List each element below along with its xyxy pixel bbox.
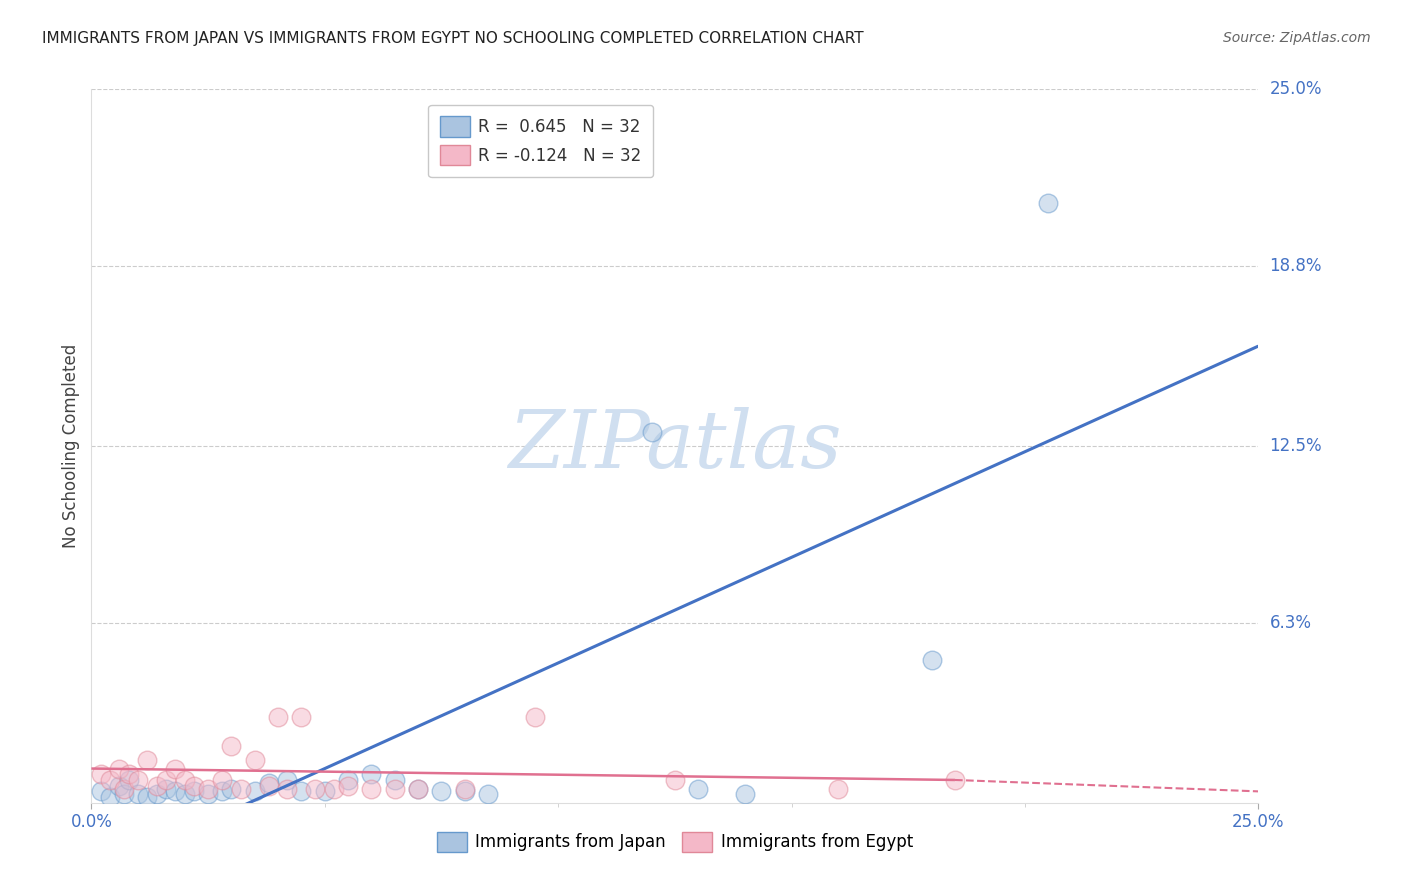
Point <box>183 784 205 798</box>
Point <box>173 787 195 801</box>
Point <box>127 787 149 801</box>
Point <box>165 762 187 776</box>
Point <box>98 772 121 787</box>
Point <box>108 779 131 793</box>
Point <box>98 790 121 805</box>
Text: ZIPatlas: ZIPatlas <box>508 408 842 484</box>
Point <box>136 790 159 805</box>
Point <box>155 781 177 796</box>
Point <box>211 784 233 798</box>
Point <box>304 781 326 796</box>
Point <box>221 739 243 753</box>
Point <box>664 772 686 787</box>
Point <box>118 767 141 781</box>
Point <box>430 784 453 798</box>
Text: Source: ZipAtlas.com: Source: ZipAtlas.com <box>1223 31 1371 45</box>
Point <box>211 772 233 787</box>
Point <box>197 781 219 796</box>
Point <box>477 787 499 801</box>
Point <box>257 776 280 790</box>
Point <box>337 779 360 793</box>
Point <box>183 779 205 793</box>
Point <box>221 781 243 796</box>
Text: IMMIGRANTS FROM JAPAN VS IMMIGRANTS FROM EGYPT NO SCHOOLING COMPLETED CORRELATIO: IMMIGRANTS FROM JAPAN VS IMMIGRANTS FROM… <box>42 31 863 46</box>
Point <box>145 787 167 801</box>
Point <box>112 781 135 796</box>
Point <box>90 767 112 781</box>
Point <box>688 781 710 796</box>
Point <box>136 753 159 767</box>
Point <box>257 779 280 793</box>
Text: 18.8%: 18.8% <box>1270 257 1322 275</box>
Point <box>921 653 943 667</box>
Point <box>243 753 266 767</box>
Point <box>229 781 252 796</box>
Point <box>276 781 298 796</box>
Point <box>90 784 112 798</box>
Point <box>127 772 149 787</box>
Point <box>406 781 429 796</box>
Point <box>323 781 346 796</box>
Point <box>243 784 266 798</box>
Text: 6.3%: 6.3% <box>1270 614 1312 632</box>
Y-axis label: No Schooling Completed: No Schooling Completed <box>62 344 80 548</box>
Point <box>454 781 477 796</box>
Point <box>276 772 298 787</box>
Point <box>384 781 406 796</box>
Point <box>360 767 382 781</box>
Point <box>118 772 141 787</box>
Point <box>360 781 382 796</box>
Point <box>640 425 662 439</box>
Point <box>173 772 195 787</box>
Point <box>145 779 167 793</box>
Point <box>943 772 966 787</box>
Point <box>384 772 406 787</box>
Text: 12.5%: 12.5% <box>1270 437 1322 455</box>
Point <box>197 787 219 801</box>
Point <box>108 762 131 776</box>
Point <box>155 772 177 787</box>
Point <box>290 784 312 798</box>
Point <box>1038 196 1060 211</box>
Point <box>112 787 135 801</box>
Point <box>290 710 312 724</box>
Point <box>523 710 546 724</box>
Text: 25.0%: 25.0% <box>1270 80 1322 98</box>
Point <box>267 710 290 724</box>
Point <box>406 781 429 796</box>
Legend: Immigrants from Japan, Immigrants from Egypt: Immigrants from Japan, Immigrants from E… <box>430 825 920 859</box>
Point <box>827 781 849 796</box>
Point <box>165 784 187 798</box>
Point <box>337 772 360 787</box>
Point <box>734 787 756 801</box>
Point <box>454 784 477 798</box>
Point <box>314 784 336 798</box>
